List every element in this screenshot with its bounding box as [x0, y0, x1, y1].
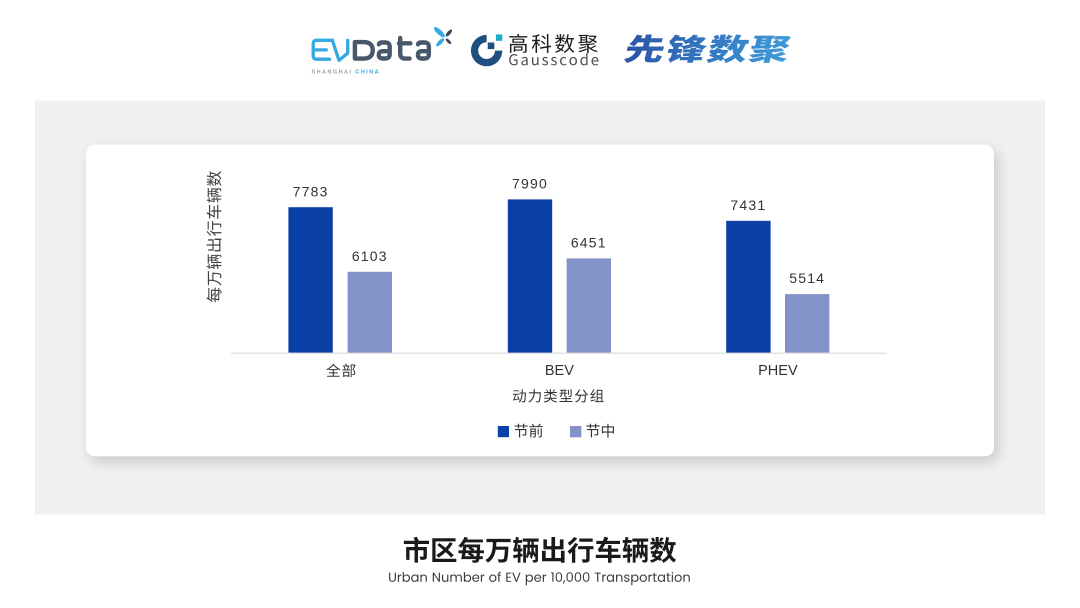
svg-text:7783: 7783 — [293, 183, 329, 199]
svg-text:PHEV: PHEV — [758, 363, 798, 379]
svg-text:BEV: BEV — [545, 363, 574, 379]
svg-text:SHANGHAI CHINA: SHANGHAI CHINA — [312, 69, 381, 75]
svg-text:5514: 5514 — [789, 270, 825, 286]
svg-text:6103: 6103 — [352, 248, 388, 264]
svg-text:6451: 6451 — [571, 235, 607, 251]
svg-text:7990: 7990 — [512, 176, 548, 192]
svg-text:7431: 7431 — [730, 197, 766, 213]
